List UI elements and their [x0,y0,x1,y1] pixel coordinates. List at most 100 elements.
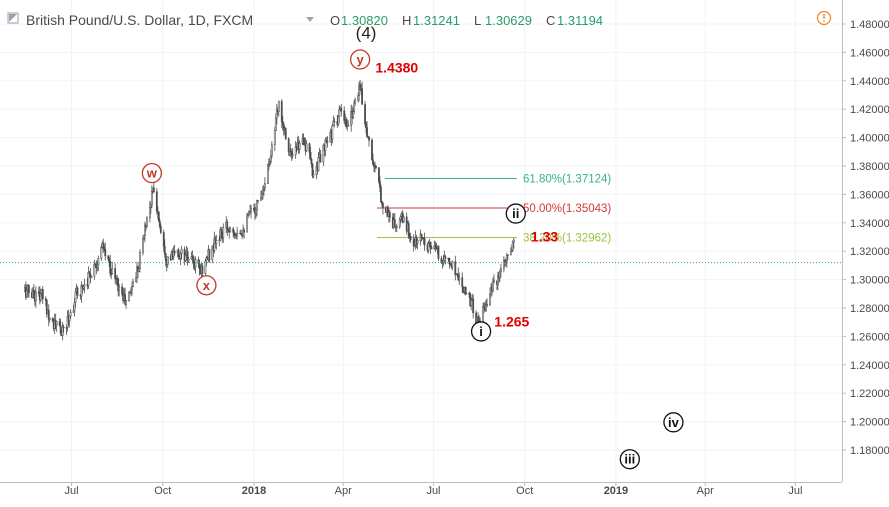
candle[interactable] [451,260,454,271]
candle[interactable] [371,138,373,161]
candle[interactable] [287,137,290,157]
candle[interactable] [379,176,381,193]
candle[interactable] [157,211,160,222]
candle[interactable] [215,234,218,250]
candle[interactable] [375,164,377,170]
candle[interactable] [164,252,167,267]
candle[interactable] [326,136,329,148]
candle[interactable] [39,288,42,303]
candle[interactable] [55,321,58,332]
candle[interactable] [111,261,114,275]
candle[interactable] [364,100,366,127]
candle[interactable] [398,217,401,230]
candle[interactable] [194,256,197,274]
candle[interactable] [229,226,232,233]
candle[interactable] [310,157,313,168]
candle[interactable] [380,184,382,203]
candle[interactable] [256,199,258,217]
candle[interactable] [87,266,90,289]
candle[interactable] [246,212,248,233]
candle[interactable] [388,210,391,223]
fibonacci-retracement[interactable]: 61.80%(1.37124) 50.00%(1.35043) 38.20%(1.3… [376,173,611,245]
candle[interactable] [41,286,44,305]
candle[interactable] [317,151,320,172]
candle[interactable] [124,287,126,306]
candle[interactable] [173,244,176,256]
candle[interactable] [150,185,153,209]
candle[interactable] [208,248,211,263]
candle[interactable] [340,103,343,117]
candle[interactable] [458,272,461,286]
candle[interactable] [324,137,327,157]
candle[interactable] [192,255,195,270]
candle[interactable] [366,121,368,138]
candle[interactable] [93,259,96,280]
candle[interactable] [298,140,301,154]
candle[interactable] [131,281,133,296]
candle[interactable] [180,245,183,260]
candle[interactable] [34,286,37,308]
candle[interactable] [485,299,487,312]
candle[interactable] [222,223,225,243]
candle[interactable] [184,252,187,263]
candle[interactable] [309,147,312,161]
candle[interactable] [354,97,357,106]
candle[interactable] [69,309,72,319]
square-collapse-icon[interactable] [7,12,19,24]
candle[interactable] [337,115,340,127]
candle[interactable] [270,141,273,159]
candle[interactable] [204,259,207,276]
candle[interactable] [284,127,287,141]
candle[interactable] [139,249,141,273]
symbol-title[interactable]: British Pound/U.S. Dollar, 1D, FXCM [26,12,253,28]
candle[interactable] [368,136,370,147]
candle[interactable] [393,213,396,227]
candle[interactable] [305,139,308,153]
candle[interactable] [429,241,432,255]
candle[interactable] [128,291,130,302]
candle[interactable] [266,163,269,185]
candle[interactable] [420,233,423,242]
candle[interactable] [291,147,294,160]
candle[interactable] [264,177,266,192]
candle[interactable] [454,255,457,281]
candle[interactable] [166,256,169,268]
candle[interactable] [378,166,380,185]
candle[interactable] [142,235,144,256]
candle[interactable] [437,245,440,261]
exclamation-circle-icon[interactable] [816,10,832,26]
candle[interactable] [395,223,398,233]
candle[interactable] [461,272,464,294]
candle[interactable] [62,324,65,333]
candle[interactable] [407,220,410,239]
candle[interactable] [243,227,245,239]
candle[interactable] [448,257,451,269]
candle[interactable] [465,287,468,295]
candle[interactable] [76,286,79,300]
candle[interactable] [114,263,117,284]
candle[interactable] [280,99,283,128]
candle[interactable] [500,263,502,278]
candle[interactable] [402,215,405,224]
candle[interactable] [333,117,336,128]
candle[interactable] [311,163,314,179]
candle[interactable] [28,284,30,298]
candle[interactable] [509,247,512,256]
candle[interactable] [470,297,473,311]
candle[interactable] [430,245,433,250]
candle[interactable] [444,254,447,265]
candle[interactable] [45,298,48,318]
candle[interactable] [163,239,166,258]
chevron-down-icon[interactable] [306,17,314,22]
candle[interactable] [493,274,495,285]
candle[interactable] [353,99,356,115]
candle[interactable] [489,287,491,306]
candle[interactable] [486,298,488,308]
candle[interactable] [100,245,103,261]
candle[interactable] [236,227,239,240]
candle[interactable] [312,170,315,179]
candle[interactable] [492,277,494,293]
candle[interactable] [257,200,259,204]
